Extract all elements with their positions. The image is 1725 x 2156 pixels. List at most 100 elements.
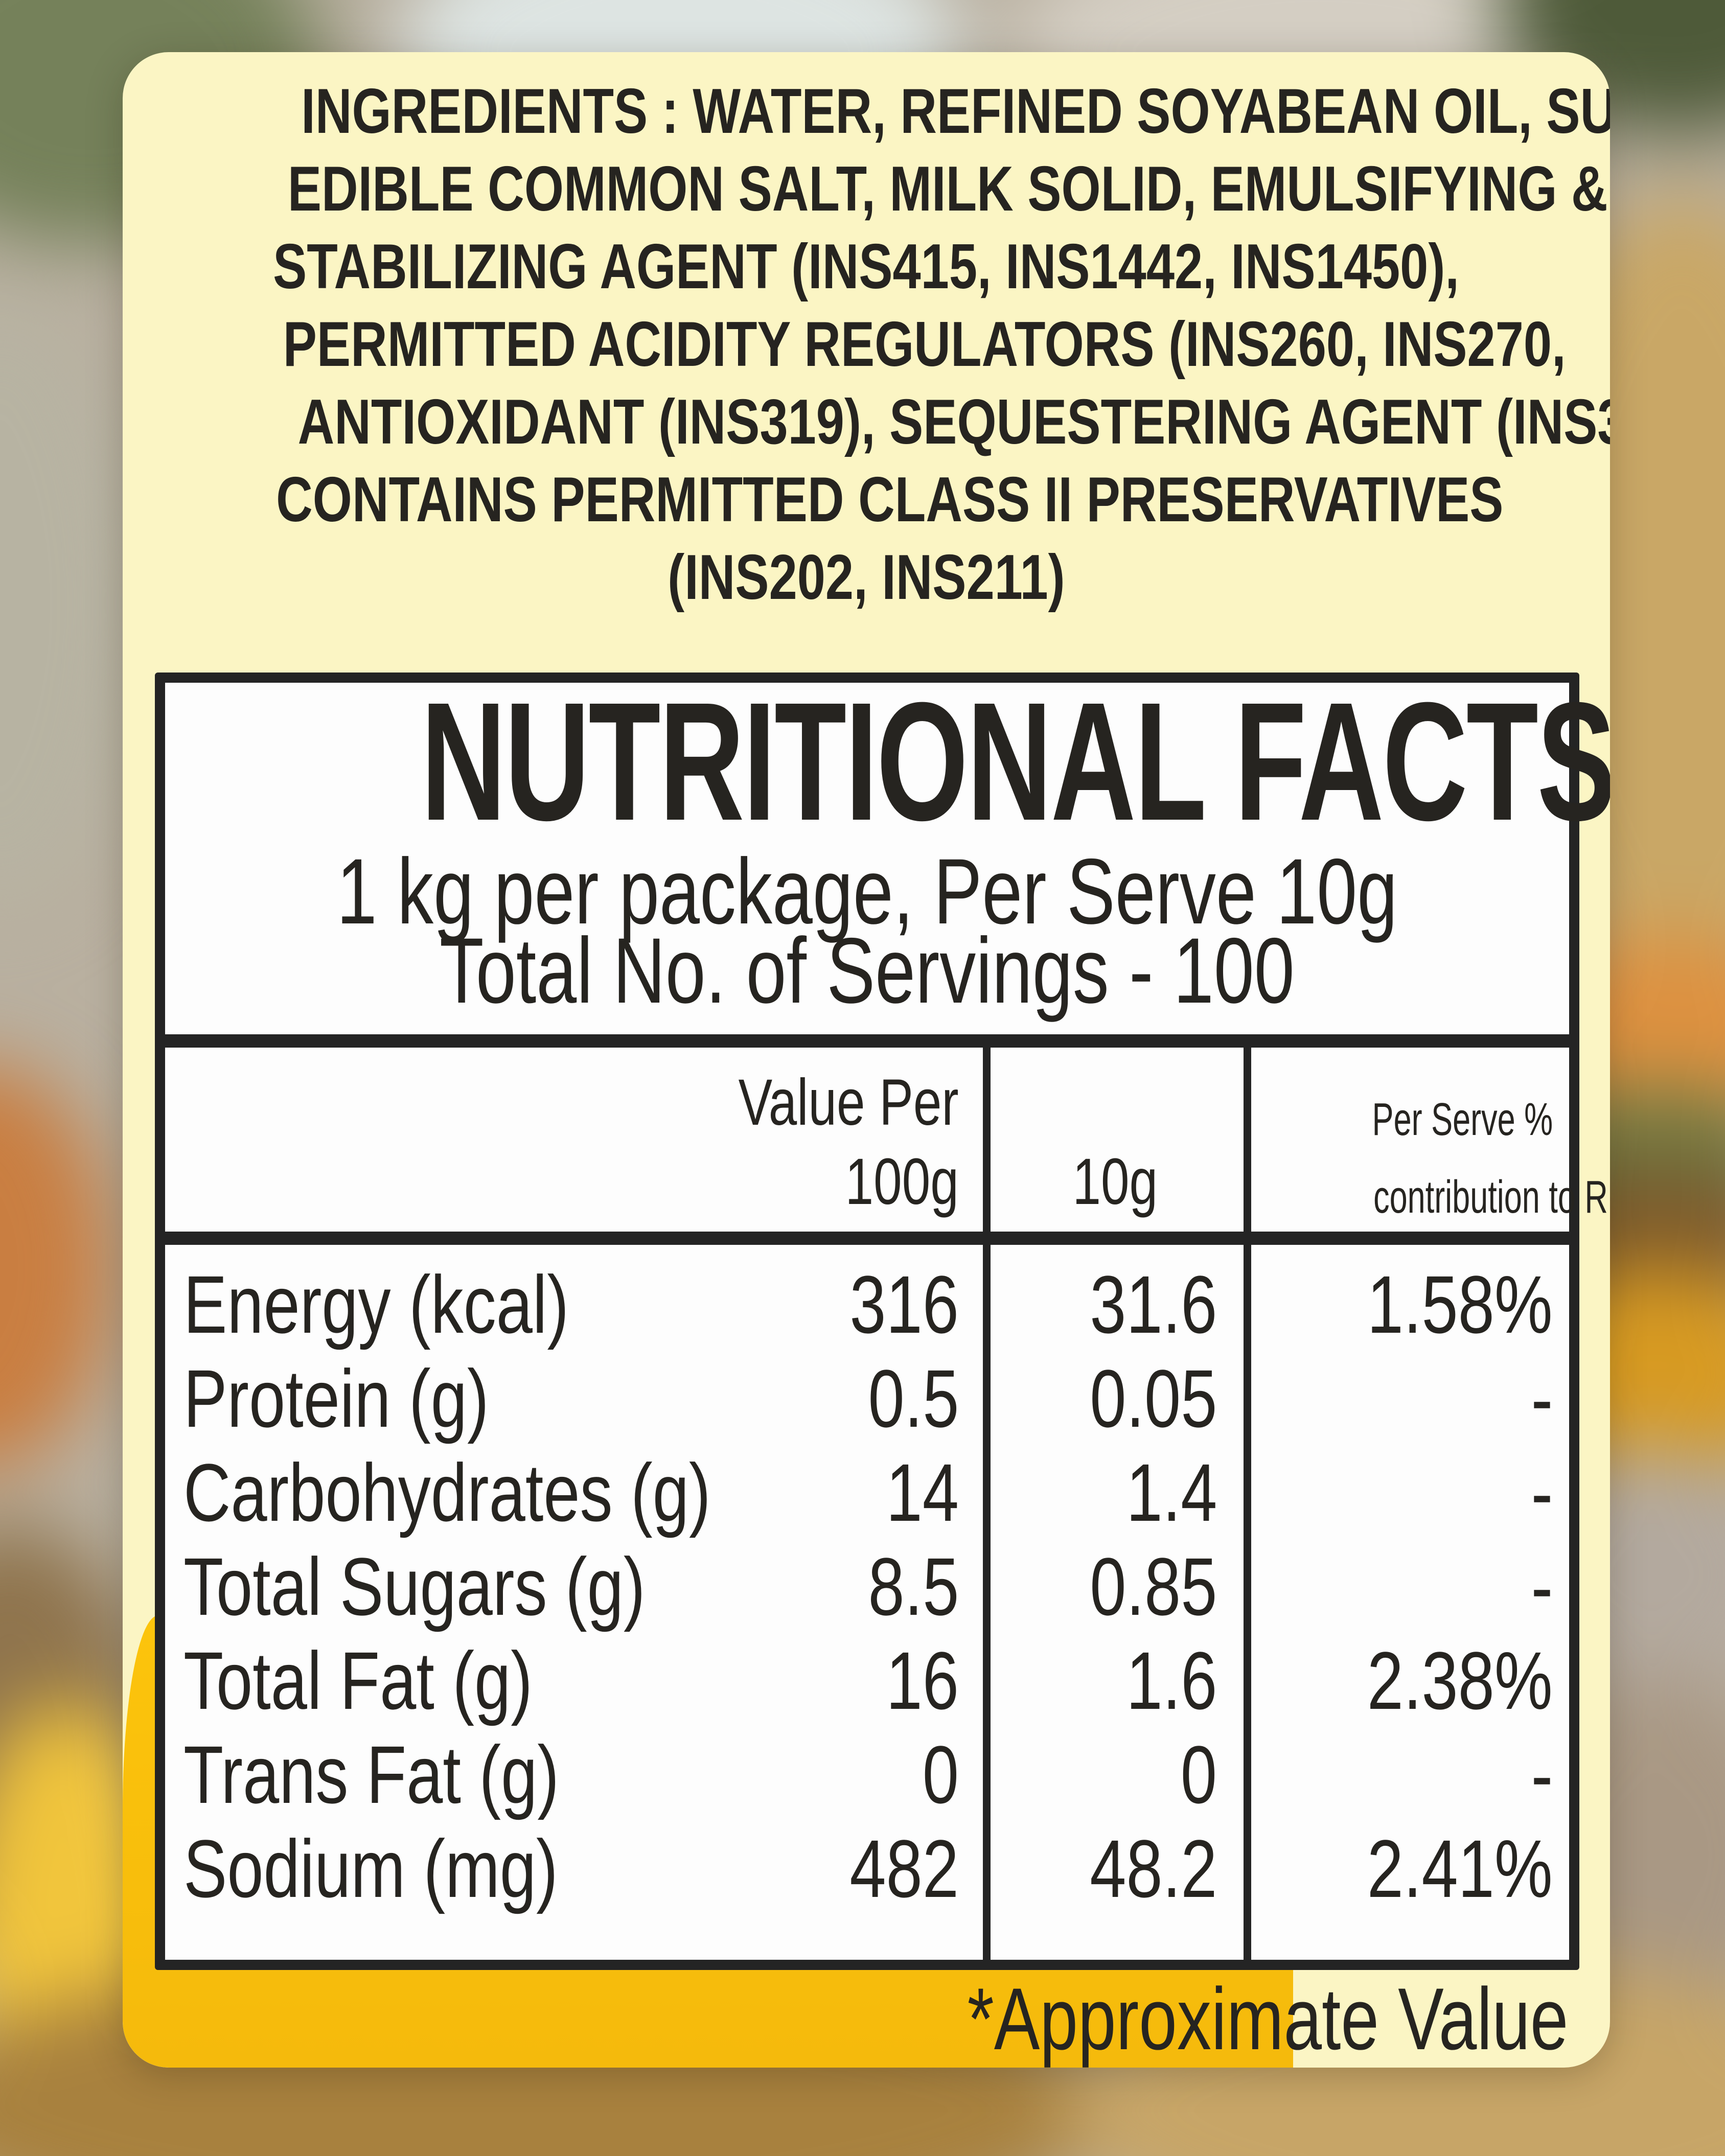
rda-percent: - xyxy=(1254,1546,1553,1628)
rda-percent: - xyxy=(1254,1452,1553,1534)
value-per-100g: 14 xyxy=(165,1452,959,1534)
value-text: 0.5 xyxy=(868,1353,959,1444)
ingredients-text: CONTAINS PERMITTED CLASS II PRESERVATIVE… xyxy=(276,465,1504,535)
value-per-10g: 31.6 xyxy=(987,1264,1217,1346)
rda-percent: - xyxy=(1254,1734,1553,1816)
ingredients-line: EDIBLE COMMON SALT, MILK SOLID, EMULSIFY… xyxy=(123,150,1610,228)
ingredients-line: STABILIZING AGENT (INS415, INS1442, INS1… xyxy=(123,228,1610,306)
background-blob xyxy=(0,1063,112,1472)
value-per-10g: 0.05 xyxy=(987,1358,1217,1440)
ingredients-line: INGREDIENTS : WATER, REFINED SOYABEAN OI… xyxy=(123,73,1610,150)
value-per-10g: 48.2 xyxy=(987,1828,1217,1910)
nutrient-name: Trans Fat (g) xyxy=(183,1734,653,1816)
table-row: Trans Fat (g) 0 0 - xyxy=(165,1734,1569,1823)
value-per-10g: 0.85 xyxy=(987,1546,1217,1628)
ingredients-text: INGREDIENTS : WATER, REFINED SOYABEAN OI… xyxy=(301,76,1610,147)
value-text: - xyxy=(1531,1729,1553,1820)
serving-info-text: 1 kg per package, Per Serve 10g xyxy=(336,839,1398,943)
table-title-text: NUTRITIONAL FACTS xyxy=(421,667,1610,855)
value-per-10g: 0 xyxy=(987,1734,1217,1816)
column-header-text: 100g xyxy=(845,1145,959,1218)
value-text: - xyxy=(1531,1541,1553,1632)
table-row: Carbohydrates (g) 14 1.4 - xyxy=(165,1452,1569,1541)
nutrient-name: Protein (g) xyxy=(183,1358,565,1440)
table-row: Energy (kcal) 316 31.6 1.58% xyxy=(165,1264,1569,1353)
ingredients-text: ANTIOXIDANT (INS319), SEQUESTERING AGENT… xyxy=(297,387,1610,457)
value-text: - xyxy=(1531,1447,1553,1538)
value-text: 8.5 xyxy=(868,1541,959,1632)
nutrient-name-text: Protein (g) xyxy=(183,1353,489,1444)
ingredients-text: (INS202, INS211) xyxy=(668,542,1065,613)
serving-info-text: Total No. of Servings - 100 xyxy=(440,918,1295,1023)
background-blob xyxy=(0,296,143,910)
ingredients-text: EDIBLE COMMON SALT, MILK SOLID, EMULSIFY… xyxy=(287,154,1608,224)
divider-header xyxy=(165,1232,1569,1245)
divider-top xyxy=(165,1034,1569,1048)
value-text: 0.05 xyxy=(1089,1353,1217,1444)
value-per-100g: 8.5 xyxy=(165,1546,959,1628)
rda-percent: - xyxy=(1254,1358,1553,1440)
rda-percent: 1.58% xyxy=(1254,1264,1553,1346)
value-text: 1.6 xyxy=(1126,1635,1217,1726)
ingredients-panel: INGREDIENTS : WATER, REFINED SOYABEAN OI… xyxy=(123,73,1610,616)
column-header-text: 10g xyxy=(1072,1145,1158,1218)
serving-info-line-1: 1 kg per package, Per Serve 10g xyxy=(165,845,1569,938)
ingredients-line: ANTIOXIDANT (INS319), SEQUESTERING AGENT… xyxy=(123,383,1610,461)
nutrient-name: Total Fat (g) xyxy=(183,1640,620,1722)
column-header-text: contribution to RDA xyxy=(1373,1172,1610,1223)
table-row: Total Sugars (g) 8.5 0.85 - xyxy=(165,1546,1569,1635)
column-header-text: Per Serve % xyxy=(1372,1094,1553,1145)
column-separator-1 xyxy=(983,1034,991,1960)
table-row: Sodium (mg) 482 48.2 2.41% xyxy=(165,1828,1569,1917)
value-text: 482 xyxy=(849,1823,959,1914)
footnote-text: *Approximate Value xyxy=(967,1970,1568,2068)
value-text: - xyxy=(1531,1353,1553,1444)
nutrient-name-text: Total Fat (g) xyxy=(183,1635,533,1726)
nutrient-name-text: Carbohydrates (g) xyxy=(183,1447,711,1538)
nutrient-name: Energy (kcal) xyxy=(183,1264,665,1346)
rda-percent: 2.41% xyxy=(1254,1828,1553,1910)
column-header-value-per-100g: Value Per 100g xyxy=(165,1063,959,1221)
ingredients-text: PERMITTED ACIDITY REGULATORS (INS260, IN… xyxy=(283,309,1566,380)
value-per-100g: 16 xyxy=(165,1640,959,1722)
nutrient-name: Sodium (mg) xyxy=(183,1828,652,1910)
value-per-100g: 0.5 xyxy=(165,1358,959,1440)
ingredients-line: (INS202, INS211) xyxy=(123,539,1610,616)
value-text: 316 xyxy=(849,1259,959,1350)
column-separator-2 xyxy=(1244,1034,1251,1960)
value-per-100g: 316 xyxy=(165,1264,959,1346)
value-text: 1.58% xyxy=(1367,1259,1553,1350)
nutrient-name-text: Trans Fat (g) xyxy=(183,1729,559,1820)
value-text: 1.4 xyxy=(1126,1447,1217,1538)
column-header-10g: 10g xyxy=(987,1142,1244,1221)
value-text: 16 xyxy=(886,1635,959,1726)
value-text: 0.85 xyxy=(1089,1541,1217,1632)
value-per-100g: 0 xyxy=(165,1734,959,1816)
nutrient-name: Total Sugars (g) xyxy=(183,1546,761,1628)
value-text: 48.2 xyxy=(1089,1823,1217,1914)
value-per-10g: 1.6 xyxy=(987,1640,1217,1722)
ingredients-line: PERMITTED ACIDITY REGULATORS (INS260, IN… xyxy=(123,306,1610,383)
rda-percent: 2.38% xyxy=(1254,1640,1553,1722)
serving-info-line-2: Total No. of Servings - 100 xyxy=(165,924,1569,1017)
table-row: Protein (g) 0.5 0.05 - xyxy=(165,1358,1569,1447)
value-text: 0 xyxy=(1180,1729,1217,1820)
nutrient-name: Carbohydrates (g) xyxy=(183,1452,842,1534)
nutrient-name-text: Energy (kcal) xyxy=(183,1259,569,1350)
footnote-approximate-value: *Approximate Value xyxy=(798,1975,1568,2063)
column-header-rda: Per Serve % contribution to RDA xyxy=(1254,1081,1610,1236)
column-header-text: Value Per xyxy=(738,1066,959,1139)
value-text: 14 xyxy=(886,1447,959,1538)
ingredients-line: CONTAINS PERMITTED CLASS II PRESERVATIVE… xyxy=(123,461,1610,539)
nutrient-name-text: Sodium (mg) xyxy=(183,1823,558,1914)
value-text: 2.41% xyxy=(1367,1823,1553,1914)
table-title: NUTRITIONAL FACTS xyxy=(165,677,1610,846)
value-text: 31.6 xyxy=(1089,1259,1217,1350)
value-text: 2.38% xyxy=(1367,1635,1553,1726)
table-row: Total Fat (g) 16 1.6 2.38% xyxy=(165,1640,1569,1729)
value-per-10g: 1.4 xyxy=(987,1452,1217,1534)
value-text: 0 xyxy=(922,1729,959,1820)
value-per-100g: 482 xyxy=(165,1828,959,1910)
nutrition-label-card: INGREDIENTS : WATER, REFINED SOYABEAN OI… xyxy=(123,52,1610,2068)
nutrition-facts-table: NUTRITIONAL FACTS 1 kg per package, Per … xyxy=(155,673,1610,1970)
